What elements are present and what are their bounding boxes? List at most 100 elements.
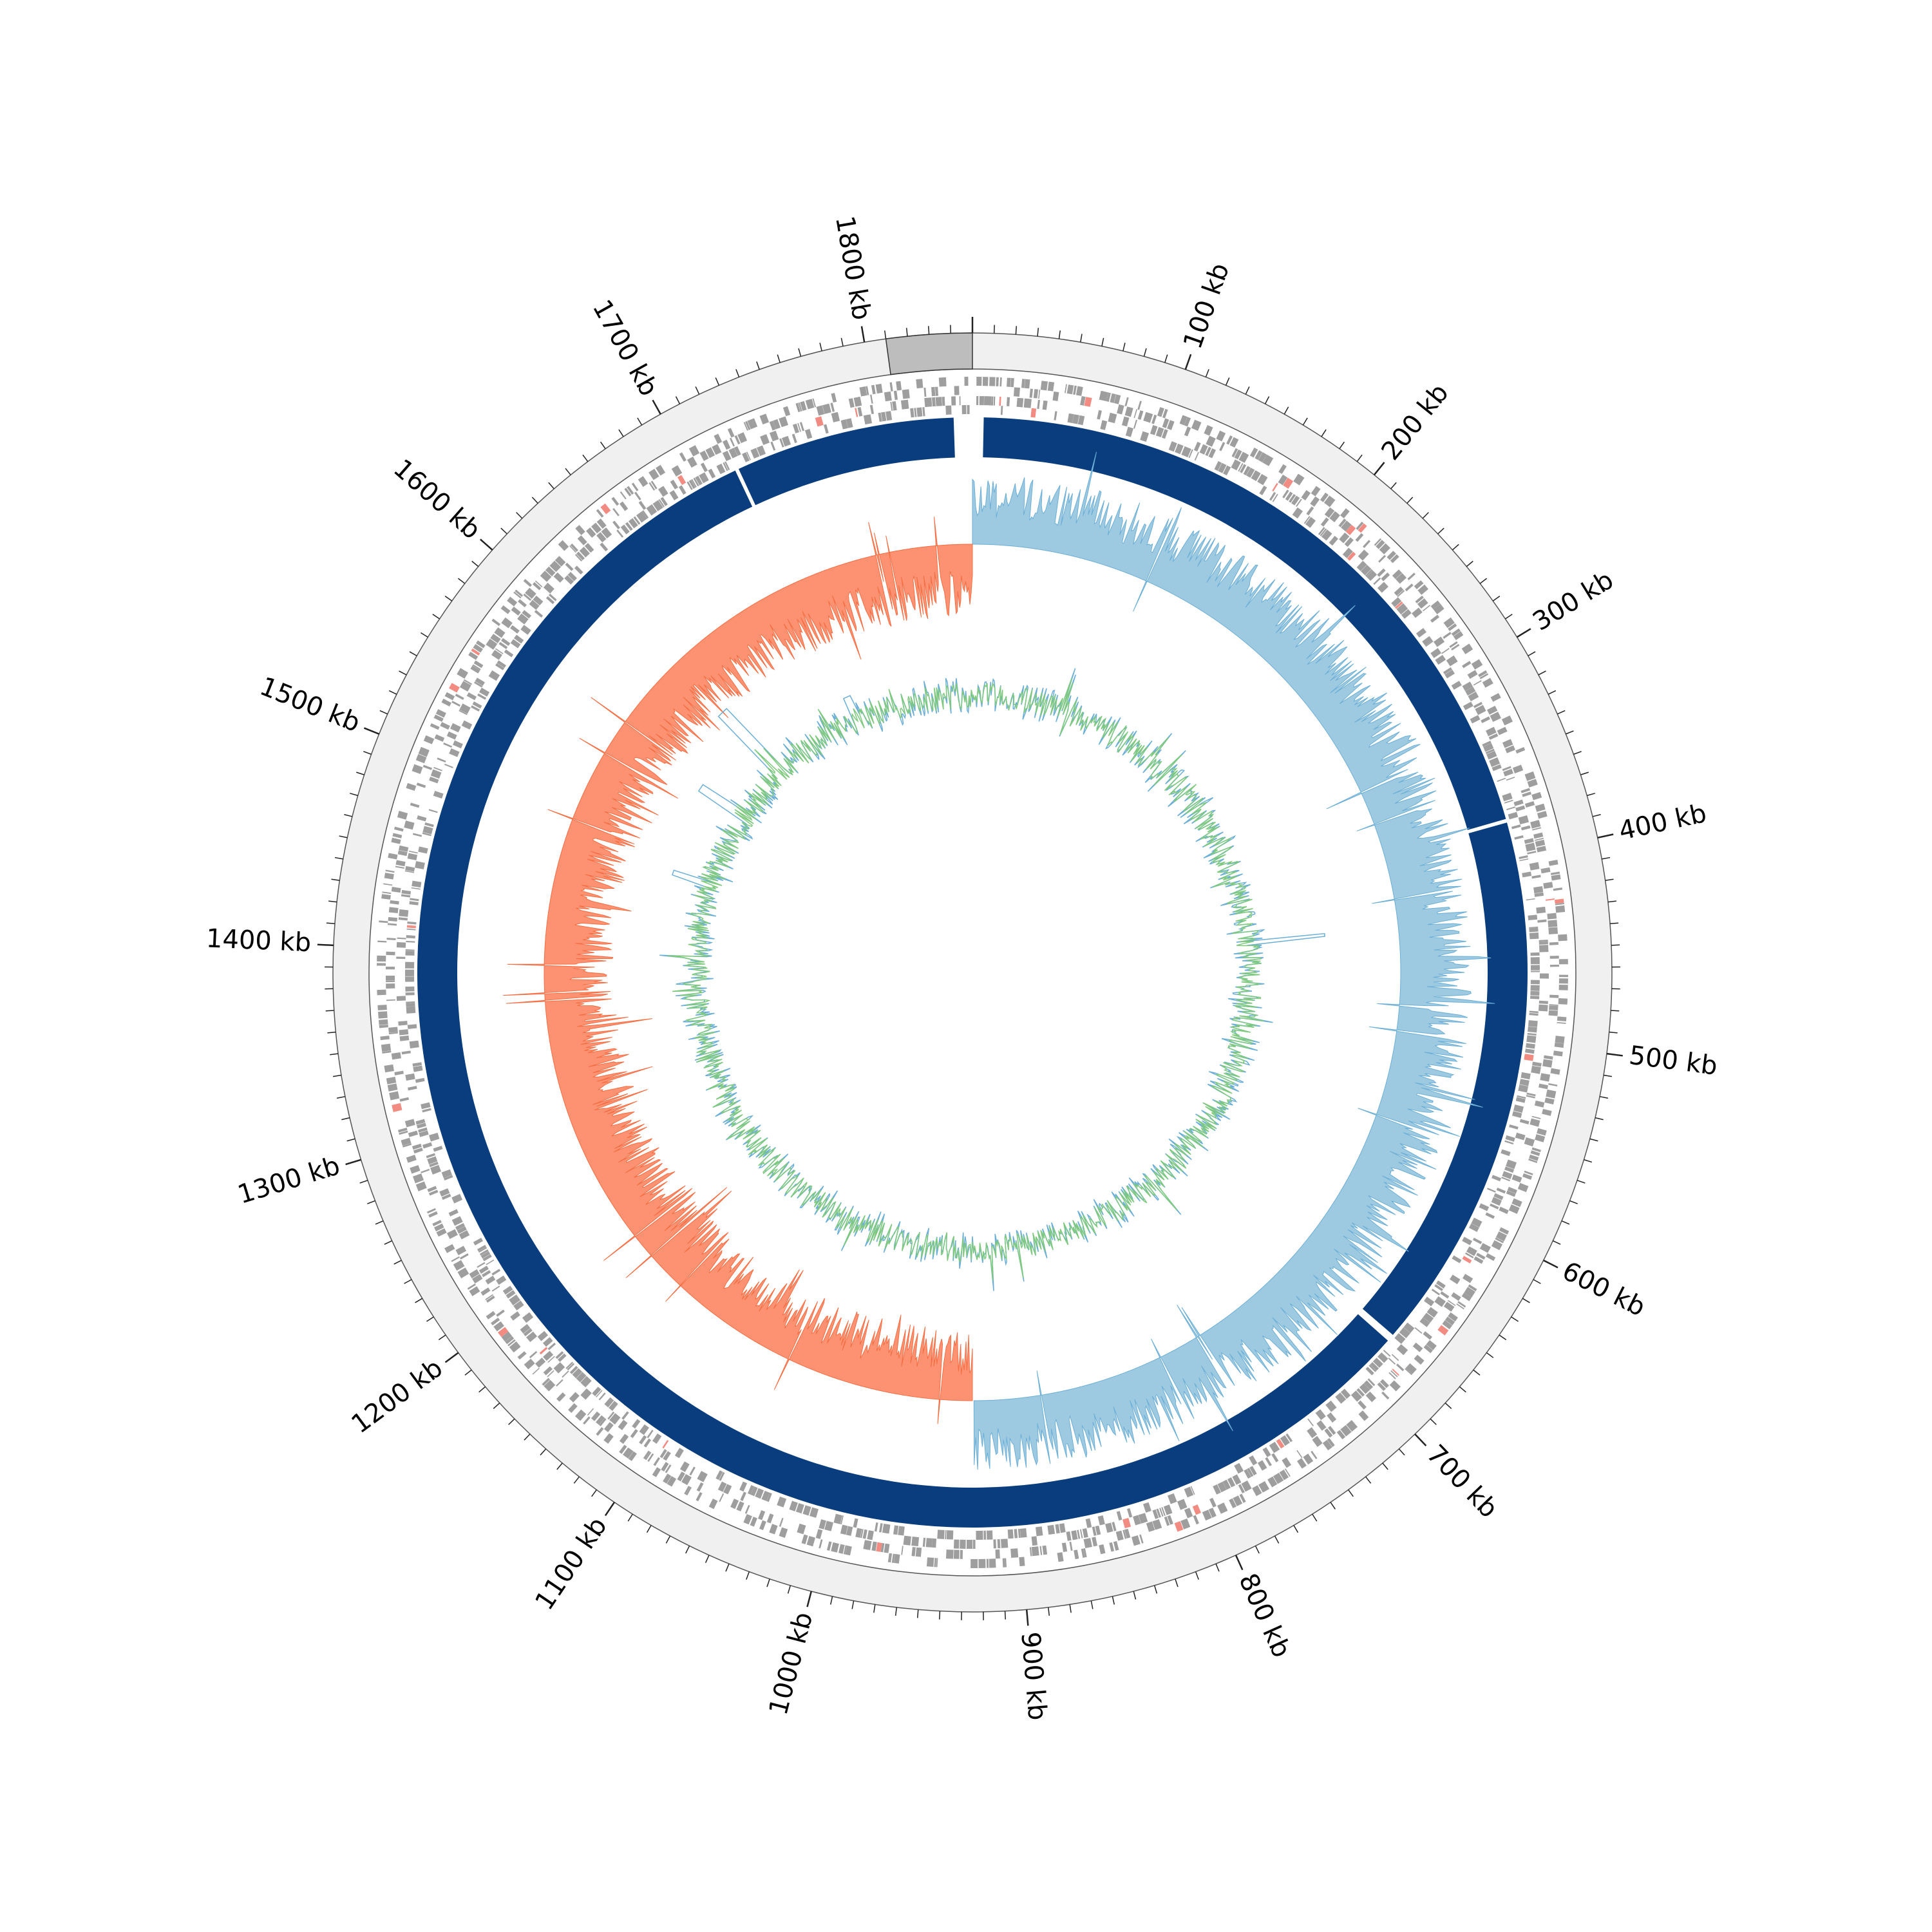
gene-feature [993,396,996,406]
gene-feature [399,1130,408,1135]
gene-feature [1531,875,1541,879]
gene-feature [391,837,401,844]
gene-feature [1489,757,1501,767]
gene-feature [1137,410,1144,420]
gene-feature [960,1549,963,1559]
gene-feature [1029,1547,1032,1557]
gene-feature [1483,743,1494,752]
gene-feature [1350,1390,1363,1402]
gene-feature [1081,1548,1085,1558]
gene-feature [430,1164,441,1175]
gene-feature [535,580,543,588]
gene-feature [1177,1499,1188,1510]
gene-feature [937,1530,945,1539]
gene-feature [444,763,453,768]
gene-feature [394,1070,404,1075]
gene-feature [479,1249,489,1256]
gene-feature [580,1388,592,1400]
gene-feature [1113,1541,1119,1551]
gene-feature [890,401,893,412]
gene-feature [884,1543,890,1553]
major-tick [1373,462,1385,476]
gene-feature [1524,1137,1535,1147]
gene-feature [946,1530,954,1540]
gene-feature [740,1492,746,1501]
gene-feature [1526,1043,1535,1049]
gene-feature [523,578,533,587]
gene-feature [1061,1542,1068,1553]
gene-feature [1441,648,1450,654]
gene-feature [607,1411,615,1420]
gene-feature [1518,1084,1529,1093]
minor-tick [1607,900,1616,903]
gene-feature [501,617,513,629]
gene-feature [428,809,438,813]
gene-feature [510,625,520,634]
gene-feature [1099,390,1108,402]
gene-feature [831,1542,839,1553]
gene-feature [1272,482,1278,492]
gene-feature [584,543,594,553]
gene-feature [1423,605,1431,612]
gene-feature [1140,431,1150,442]
gene-feature [1193,1515,1199,1525]
gene-feature [1238,463,1244,472]
gene-feature [1122,1518,1132,1529]
gene-feature [976,377,982,386]
gene-feature [477,1262,486,1268]
gene-feature [953,1549,960,1559]
gene-feature [1282,489,1289,498]
minor-tick [1580,772,1589,775]
gene-feature [679,452,687,462]
gene-feature [756,445,766,457]
gene-feature [491,618,501,627]
gene-feature [1502,1171,1513,1179]
gene-feature [382,1050,392,1054]
gene-feature [576,1372,587,1383]
gene-feature [513,591,522,599]
gene-feature [1482,741,1492,747]
gene-feature [1468,1223,1479,1232]
gene-feature [700,462,708,473]
gene-feature [471,648,480,656]
gene-feature [480,1287,491,1296]
gene-feature [1383,1349,1391,1357]
gene-feature [1502,739,1513,748]
gene-feature [529,600,540,611]
gene-feature [697,1470,708,1482]
gene-feature [1159,1508,1164,1517]
gene-feature [1146,1521,1155,1532]
minor-tick [1205,369,1209,377]
minor-tick [325,1010,334,1012]
minor-tick [457,578,466,584]
tick-label: 1400 kb [205,923,312,958]
gene-feature [543,1350,554,1361]
gene-feature [1394,1333,1406,1344]
gene-feature [388,1032,399,1035]
major-tick [345,1159,361,1166]
gene-feature [520,625,531,635]
gene-feature [1363,540,1371,548]
minor-tick [478,1386,486,1393]
gene-feature [993,1539,996,1549]
gene-feature [649,468,659,480]
minor-tick [600,441,606,450]
gene-feature [1320,528,1327,536]
gene-feature [427,1186,437,1193]
gene-feature [1497,777,1506,782]
gene-feature [1191,419,1202,431]
gene-feature [1519,1079,1530,1086]
gene-feature [407,921,417,925]
gene-feature [1534,892,1544,897]
major-tick [1235,1555,1244,1571]
gene-feature [1499,1227,1510,1235]
gene-feature [510,639,521,649]
gene-feature [542,1337,553,1347]
gene-feature [1520,825,1531,831]
gene-feature [1440,1291,1450,1299]
gene-feature [826,1541,832,1551]
gene-feature [497,1327,509,1338]
tick-label: 700 kb [1421,1439,1503,1524]
gene-feature [545,596,555,605]
minor-tick [344,814,353,817]
